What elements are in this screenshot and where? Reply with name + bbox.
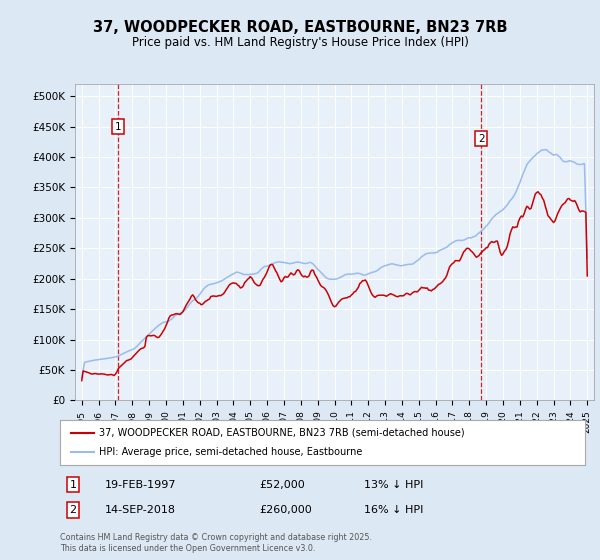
Text: 37, WOODPECKER ROAD, EASTBOURNE, BN23 7RB (semi-detached house): 37, WOODPECKER ROAD, EASTBOURNE, BN23 7R… <box>100 427 465 437</box>
Text: 13% ↓ HPI: 13% ↓ HPI <box>365 479 424 489</box>
Text: £52,000: £52,000 <box>260 479 305 489</box>
Text: 19-FEB-1997: 19-FEB-1997 <box>104 479 176 489</box>
Text: Price paid vs. HM Land Registry's House Price Index (HPI): Price paid vs. HM Land Registry's House … <box>131 36 469 49</box>
Text: 37, WOODPECKER ROAD, EASTBOURNE, BN23 7RB: 37, WOODPECKER ROAD, EASTBOURNE, BN23 7R… <box>93 20 507 35</box>
Text: 16% ↓ HPI: 16% ↓ HPI <box>365 505 424 515</box>
Text: 1: 1 <box>115 122 121 132</box>
Text: 14-SEP-2018: 14-SEP-2018 <box>104 505 176 515</box>
Text: 2: 2 <box>478 134 485 144</box>
Text: 1: 1 <box>70 479 77 489</box>
Text: Contains HM Land Registry data © Crown copyright and database right 2025.
This d: Contains HM Land Registry data © Crown c… <box>60 533 372 553</box>
Text: HPI: Average price, semi-detached house, Eastbourne: HPI: Average price, semi-detached house,… <box>100 447 363 458</box>
Text: £260,000: £260,000 <box>260 505 312 515</box>
Text: 2: 2 <box>70 505 77 515</box>
